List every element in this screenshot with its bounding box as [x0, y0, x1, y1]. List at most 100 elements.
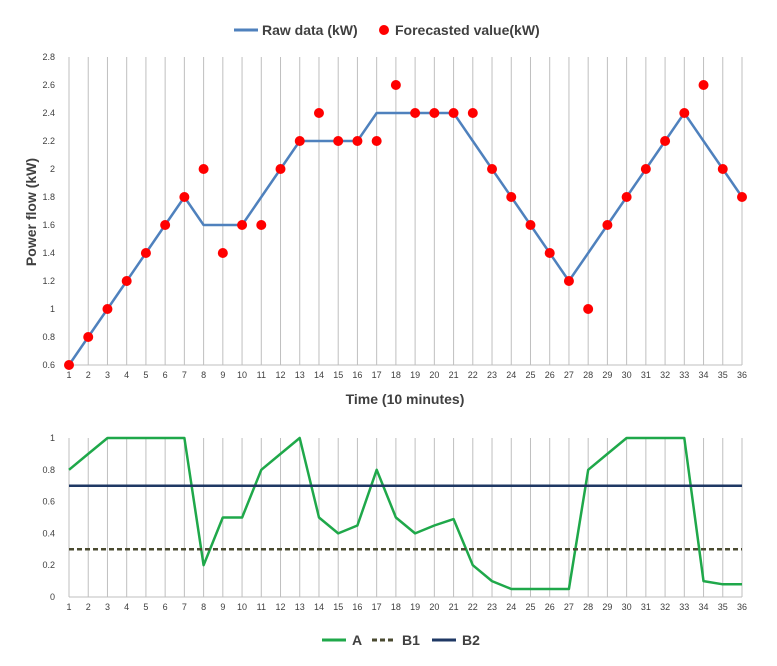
bottom-y-tick-label: 0.6 — [42, 497, 55, 507]
top-x-tick-label: 22 — [468, 370, 478, 380]
top-forecasted-value-kw-point — [64, 360, 74, 370]
top-x-tick-label: 2 — [86, 370, 91, 380]
top-x-tick-label: 17 — [372, 370, 382, 380]
top-y-tick-label: 1 — [50, 304, 55, 314]
top-x-tick-label: 21 — [449, 370, 459, 380]
bottom-x-tick-label: 13 — [295, 602, 305, 612]
top-y-tick-label: 0.8 — [42, 332, 55, 342]
bottom-x-tick-label: 31 — [641, 602, 651, 612]
top-forecasted-value-kw-point — [602, 220, 613, 230]
legend-a-label: A — [352, 632, 362, 648]
top-forecasted-value-kw-point — [544, 248, 555, 258]
top-x-tick-label: 8 — [201, 370, 206, 380]
top-x-tick-label: 4 — [124, 370, 129, 380]
bottom-x-tick-label: 7 — [182, 602, 187, 612]
legend-forecast-label: Forecasted value(kW) — [395, 22, 540, 38]
top-y-tick-label: 2.2 — [42, 136, 55, 146]
bottom-legend: A B1 B2 — [322, 632, 480, 648]
bottom-x-tick-label: 4 — [124, 602, 129, 612]
top-forecasted-value-kw-point — [737, 192, 747, 202]
bottom-x-tick-label: 6 — [163, 602, 168, 612]
top-forecasted-value-kw-point — [525, 220, 536, 230]
bottom-x-tick-label: 21 — [449, 602, 459, 612]
top-forecasted-value-kw-point — [121, 276, 132, 286]
bottom-x-tick-label: 32 — [660, 602, 670, 612]
top-x-tick-label: 3 — [105, 370, 110, 380]
top-y-tick-label: 2.6 — [42, 80, 55, 90]
legend-forecast-swatch — [379, 25, 389, 35]
top-x-tick-label: 7 — [182, 370, 187, 380]
top-y-tick-label: 2.4 — [42, 108, 55, 118]
bottom-x-tick-label: 1 — [66, 602, 71, 612]
top-x-tick-label: 19 — [410, 370, 420, 380]
top-chart: 0.60.811.21.41.61.822.22.42.62.81 2 3 4 5 6 7 8… — [42, 52, 747, 380]
top-x-tick-label: 32 — [660, 370, 670, 380]
top-x-tick-label: 18 — [391, 370, 401, 380]
bottom-x-tick-label: 35 — [718, 602, 728, 612]
top-x-tick-label: 30 — [622, 370, 632, 380]
bottom-x-tick-label: 14 — [314, 602, 324, 612]
top-raw-data-kw-line — [67, 111, 744, 366]
top-forecasted-value-kw-point — [83, 332, 94, 342]
top-x-axis-title: Time (10 minutes) — [346, 391, 465, 407]
bottom-chart: 00.20.40.60.811 2 3 4 5 6 7 8 9 10 11 12 13 14 15 16 17 1… — [42, 433, 747, 612]
bottom-x-tick-label: 18 — [391, 602, 401, 612]
top-x-tick-label: 15 — [333, 370, 343, 380]
bottom-x-tick-label: 24 — [506, 602, 516, 612]
top-x-tick-label: 29 — [602, 370, 612, 380]
top-forecasted-value-kw-point — [698, 80, 709, 90]
top-forecasted-value-kw-point — [429, 108, 440, 118]
top-forecasted-value-kw-point — [583, 304, 594, 314]
top-x-tick-label: 14 — [314, 370, 324, 380]
bottom-x-tick-label: 26 — [545, 602, 555, 612]
bottom-x-tick-label: 2 — [86, 602, 91, 612]
top-y-axis-title: Power flow (kW) — [23, 158, 39, 266]
top-forecasted-value-kw-point — [160, 220, 171, 230]
top-forecasted-value-kw-point — [679, 108, 690, 118]
top-x-tick-label: 31 — [641, 370, 651, 380]
bottom-x-tick-label: 8 — [201, 602, 206, 612]
top-x-tick-label: 20 — [429, 370, 439, 380]
top-x-tick-label: 9 — [220, 370, 225, 380]
bottom-x-tick-label: 12 — [276, 602, 286, 612]
bottom-x-tick-label: 29 — [602, 602, 612, 612]
bottom-x-tick-label: 20 — [429, 602, 439, 612]
top-legend: Raw data (kW) Forecasted value(kW) — [234, 22, 540, 38]
bottom-x-tick-label: 22 — [468, 602, 478, 612]
bottom-x-tick-label: 28 — [583, 602, 593, 612]
top-forecasted-value-kw-point — [256, 220, 267, 230]
bottom-x-tick-label: 10 — [237, 602, 247, 612]
top-x-tick-label: 33 — [679, 370, 689, 380]
top-forecasted-value-kw-point — [102, 304, 113, 314]
top-forecasted-value-kw-point — [198, 164, 209, 174]
top-forecasted-value-kw-point — [717, 164, 728, 174]
top-y-tick-label: 2.8 — [42, 52, 55, 62]
top-x-tick-label: 10 — [237, 370, 247, 380]
top-forecasted-value-kw-point — [294, 136, 305, 146]
top-forecasted-value-kw-point — [237, 220, 248, 230]
bottom-x-tick-label: 30 — [622, 602, 632, 612]
bottom-a-line — [68, 436, 742, 591]
top-forecasted-value-kw-point — [390, 80, 401, 90]
top-y-tick-label: 1.2 — [42, 276, 55, 286]
bottom-y-tick-label: 0.8 — [42, 465, 55, 475]
top-forecasted-value-kw-point — [621, 192, 632, 202]
top-forecasted-value-kw-point — [563, 276, 574, 286]
bottom-y-tick-label: 0.4 — [42, 528, 55, 538]
bottom-x-tick-label: 19 — [410, 602, 420, 612]
top-x-tick-label: 34 — [699, 370, 709, 380]
bottom-x-tick-label: 11 — [257, 602, 266, 612]
top-forecasted-value-kw-point — [352, 136, 363, 146]
bottom-x-tick-label: 23 — [487, 602, 497, 612]
top-x-tick-label: 11 — [257, 370, 266, 380]
bottom-y-tick-label: 0 — [50, 592, 55, 602]
bottom-x-tick-label: 3 — [105, 602, 110, 612]
bottom-x-tick-label: 15 — [333, 602, 343, 612]
bottom-x-tick-label: 36 — [737, 602, 747, 612]
bottom-x-tick-label: 33 — [679, 602, 689, 612]
top-x-tick-label: 28 — [583, 370, 593, 380]
top-forecasted-value-kw-point — [410, 108, 421, 118]
top-x-tick-label: 27 — [564, 370, 574, 380]
top-x-tick-label: 6 — [163, 370, 168, 380]
legend-raw-data-label: Raw data (kW) — [262, 22, 358, 38]
